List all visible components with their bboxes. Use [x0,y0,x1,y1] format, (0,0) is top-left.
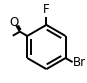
Text: O: O [10,16,19,29]
Text: Br: Br [73,56,86,69]
Text: F: F [43,3,50,16]
